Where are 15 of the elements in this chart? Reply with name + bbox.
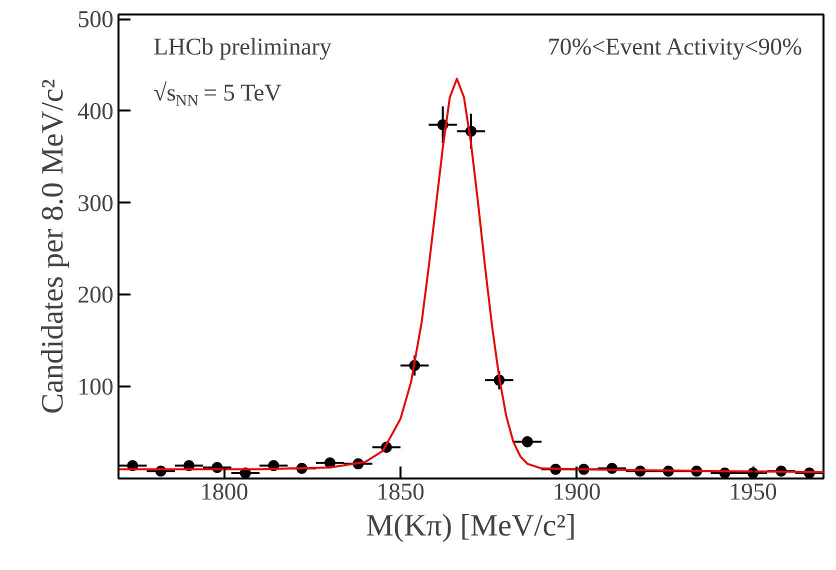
annotation: 70%<Event Activity<90% (548, 34, 802, 60)
x-tick-label: 1950 (729, 480, 777, 506)
point (522, 436, 533, 448)
x-axis-title: M(Kπ) [MeV/c²] (366, 508, 576, 542)
annotation: LHCb preliminary (154, 34, 332, 60)
y-tick-label: 400 (78, 98, 114, 125)
y-tick-label: 200 (78, 282, 114, 309)
y-axis-title: Candidates per 8.0 MeV/c² (34, 79, 70, 414)
x-tick-label: 1850 (376, 480, 424, 506)
line-series (118, 78, 824, 474)
y-tick-label: 300 (78, 190, 114, 217)
y-tick-label: 500 (78, 7, 114, 34)
x-tick-label: 1800 (200, 480, 248, 506)
y-tick-label: 100 (78, 374, 114, 401)
x-tick-label: 1900 (552, 480, 601, 506)
